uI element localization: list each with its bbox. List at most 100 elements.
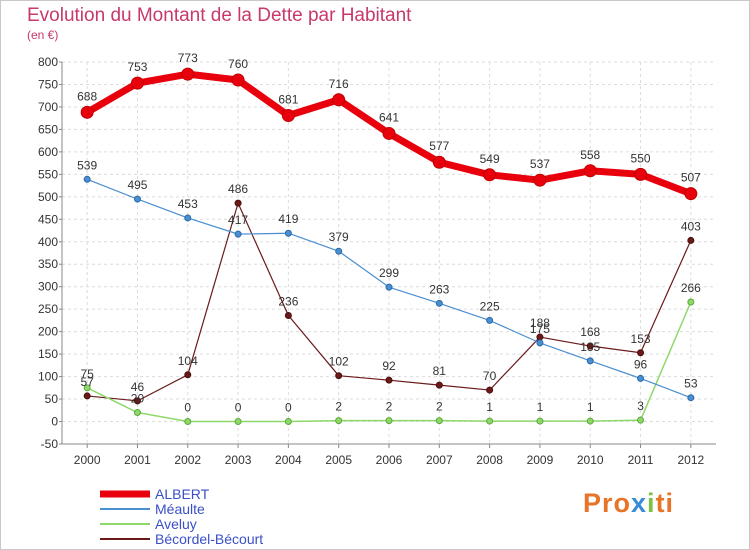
albert-point: [634, 167, 648, 181]
becordel-point: [637, 349, 645, 357]
albert-point: [181, 67, 195, 81]
aveluy-label: 2: [436, 400, 443, 414]
becordel-label: 486: [228, 182, 248, 196]
albert-point: [533, 173, 547, 187]
x-tick-label: 2011: [628, 453, 654, 467]
x-tick-label: 2003: [225, 453, 252, 467]
chart-title: Evolution du Montant de la Dette par Hab…: [27, 5, 412, 26]
albert-point: [130, 76, 144, 90]
becordel-label: 403: [681, 219, 701, 233]
aveluy-point: [184, 418, 192, 426]
becordel-label: 70: [483, 369, 497, 383]
meaulte-label: 379: [329, 230, 349, 244]
x-tick-label: 2012: [677, 453, 704, 467]
y-tick-label: 700: [38, 100, 58, 114]
x-tick-label: 2004: [275, 453, 302, 467]
becordel-label: 236: [278, 294, 298, 308]
aveluy-label: 0: [184, 401, 191, 415]
albert-label: 550: [631, 151, 651, 165]
aveluy-label: 1: [537, 400, 544, 414]
x-tick-label: 2010: [577, 453, 604, 467]
becordel-point: [83, 392, 91, 400]
y-tick-label: 450: [38, 212, 58, 226]
y-tick-label: 200: [38, 325, 58, 339]
aveluy-label: 3: [637, 399, 644, 413]
y-tick-label: 500: [38, 190, 58, 204]
logo-part-1: Pro: [583, 488, 632, 518]
meaulte-label: 495: [127, 178, 147, 192]
meaulte-point: [234, 230, 242, 238]
meaulte-label: 135: [580, 340, 600, 354]
aveluy-point: [435, 417, 443, 425]
albert-label: 558: [580, 148, 600, 162]
albert-label: 549: [480, 152, 500, 166]
albert-point: [382, 126, 396, 140]
meaulte-label: 175: [530, 322, 550, 336]
meaulte-point: [385, 283, 393, 291]
x-tick-label: 2002: [174, 453, 201, 467]
albert-label: 681: [278, 92, 298, 106]
aveluy-label: 1: [587, 400, 594, 414]
aveluy-point: [637, 416, 645, 424]
y-tick-label: 50: [45, 392, 59, 406]
logo-part-4: ti: [655, 488, 675, 518]
albert-point: [483, 168, 497, 182]
aveluy-label: 75: [80, 367, 94, 381]
albert-label: 537: [530, 157, 550, 171]
aveluy-point: [586, 417, 594, 425]
logo-part-3: i: [647, 488, 656, 518]
meaulte-label: 225: [480, 299, 500, 313]
y-tick-label: 350: [38, 257, 58, 271]
x-tick-label: 2008: [476, 453, 503, 467]
becordel-point: [687, 236, 695, 244]
legend-label: ALBERT: [155, 486, 210, 502]
becordel-label: 102: [329, 355, 349, 369]
aveluy-point: [133, 409, 141, 417]
aveluy-label: 20: [131, 392, 145, 406]
x-tick-label: 2009: [527, 453, 554, 467]
y-tick-label: 300: [38, 280, 58, 294]
meaulte-point: [586, 357, 594, 365]
x-tick-label: 2007: [426, 453, 453, 467]
meaulte-label: 263: [429, 282, 449, 296]
legend-label: Bécordel-Bécourt: [155, 531, 263, 547]
meaulte-point: [83, 175, 91, 183]
aveluy-label: 1: [486, 400, 493, 414]
aveluy-point: [83, 384, 91, 392]
aveluy-label: 2: [335, 400, 342, 414]
y-tick-label: 100: [38, 370, 58, 384]
albert-point: [432, 155, 446, 169]
becordel-label: 168: [580, 325, 600, 339]
meaulte-point: [184, 214, 192, 222]
albert-point: [332, 93, 346, 107]
x-tick-label: 2006: [376, 453, 403, 467]
albert-label: 577: [429, 139, 449, 153]
meaulte-point: [486, 316, 494, 324]
albert-point: [583, 164, 597, 178]
meaulte-label: 419: [278, 212, 298, 226]
becordel-point: [184, 371, 192, 379]
albert-point: [684, 187, 698, 201]
meaulte-point: [133, 195, 141, 203]
albert-point: [80, 105, 94, 119]
y-tick-label: -50: [41, 437, 59, 451]
chart-subtitle: (en €): [27, 28, 59, 42]
becordel-label: 81: [433, 364, 447, 378]
albert-point: [231, 73, 245, 87]
aveluy-point: [284, 418, 292, 426]
albert-label: 753: [127, 60, 147, 74]
becordel-point: [133, 397, 141, 405]
x-tick-label: 2001: [124, 453, 151, 467]
meaulte-point: [637, 374, 645, 382]
becordel-point: [385, 376, 393, 384]
logo-part-2: x: [631, 488, 648, 518]
becordel-point: [435, 381, 443, 389]
aveluy-label: 0: [235, 401, 242, 415]
becordel-label: 188: [530, 316, 550, 330]
becordel-point: [586, 342, 594, 350]
aveluy-label: 266: [681, 281, 701, 295]
x-tick-label: 2005: [325, 453, 352, 467]
meaulte-label: 453: [178, 197, 198, 211]
becordel-point: [486, 386, 494, 394]
